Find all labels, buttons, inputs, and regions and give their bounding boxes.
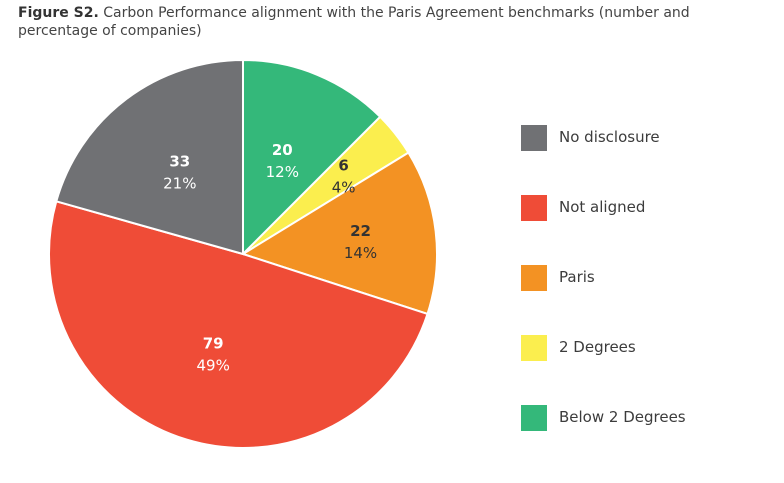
slice-percent-label-2-degrees: 4% [332,179,356,197]
legend-label-2-degrees: 2 Degrees [559,338,636,356]
legend-swatch-below-2-degrees [521,405,547,431]
slice-count-label-not-aligned: 79 [203,334,224,352]
legend-item-2-degrees: 2 Degrees [521,335,761,361]
legend-label-paris: Paris [559,268,595,286]
legend-label-below-2-degrees: Below 2 Degrees [559,408,686,426]
pie-slice-not-aligned [48,200,429,449]
legend-swatch-2-degrees [521,335,547,361]
legend-item-paris: Paris [521,265,761,291]
legend-item-not-aligned: Not aligned [521,195,761,221]
pie-slice-paris [240,151,438,316]
slice-percent-label-not-aligned: 49% [197,356,230,374]
figure-label: Figure S2. [18,5,99,21]
slice-count-label-paris: 22 [350,222,371,240]
legend-item-below-2-degrees: Below 2 Degrees [521,405,761,431]
figure-caption-text: Carbon Performance alignment with the Pa… [18,5,690,39]
legend-swatch-paris [521,265,547,291]
pie-slice-no-disclosure [55,58,244,256]
figure-caption: Figure S2. Carbon Performance alignment … [18,4,758,40]
legend-item-no-disclosure: No disclosure [521,125,761,151]
legend-label-not-aligned: Not aligned [559,198,646,216]
slice-count-label-below-2-degrees: 20 [272,141,293,159]
legend-swatch-no-disclosure [521,125,547,151]
legend-label-no-disclosure: No disclosure [559,128,660,146]
slice-percent-label-no-disclosure: 21% [163,175,196,193]
slice-count-label-2-degrees: 6 [338,157,348,175]
slice-percent-label-below-2-degrees: 12% [266,163,299,181]
slice-count-label-no-disclosure: 33 [169,153,190,171]
pie-slice-below-2-degrees [242,58,382,257]
slice-percent-label-paris: 14% [344,244,377,262]
legend-swatch-not-aligned [521,195,547,221]
